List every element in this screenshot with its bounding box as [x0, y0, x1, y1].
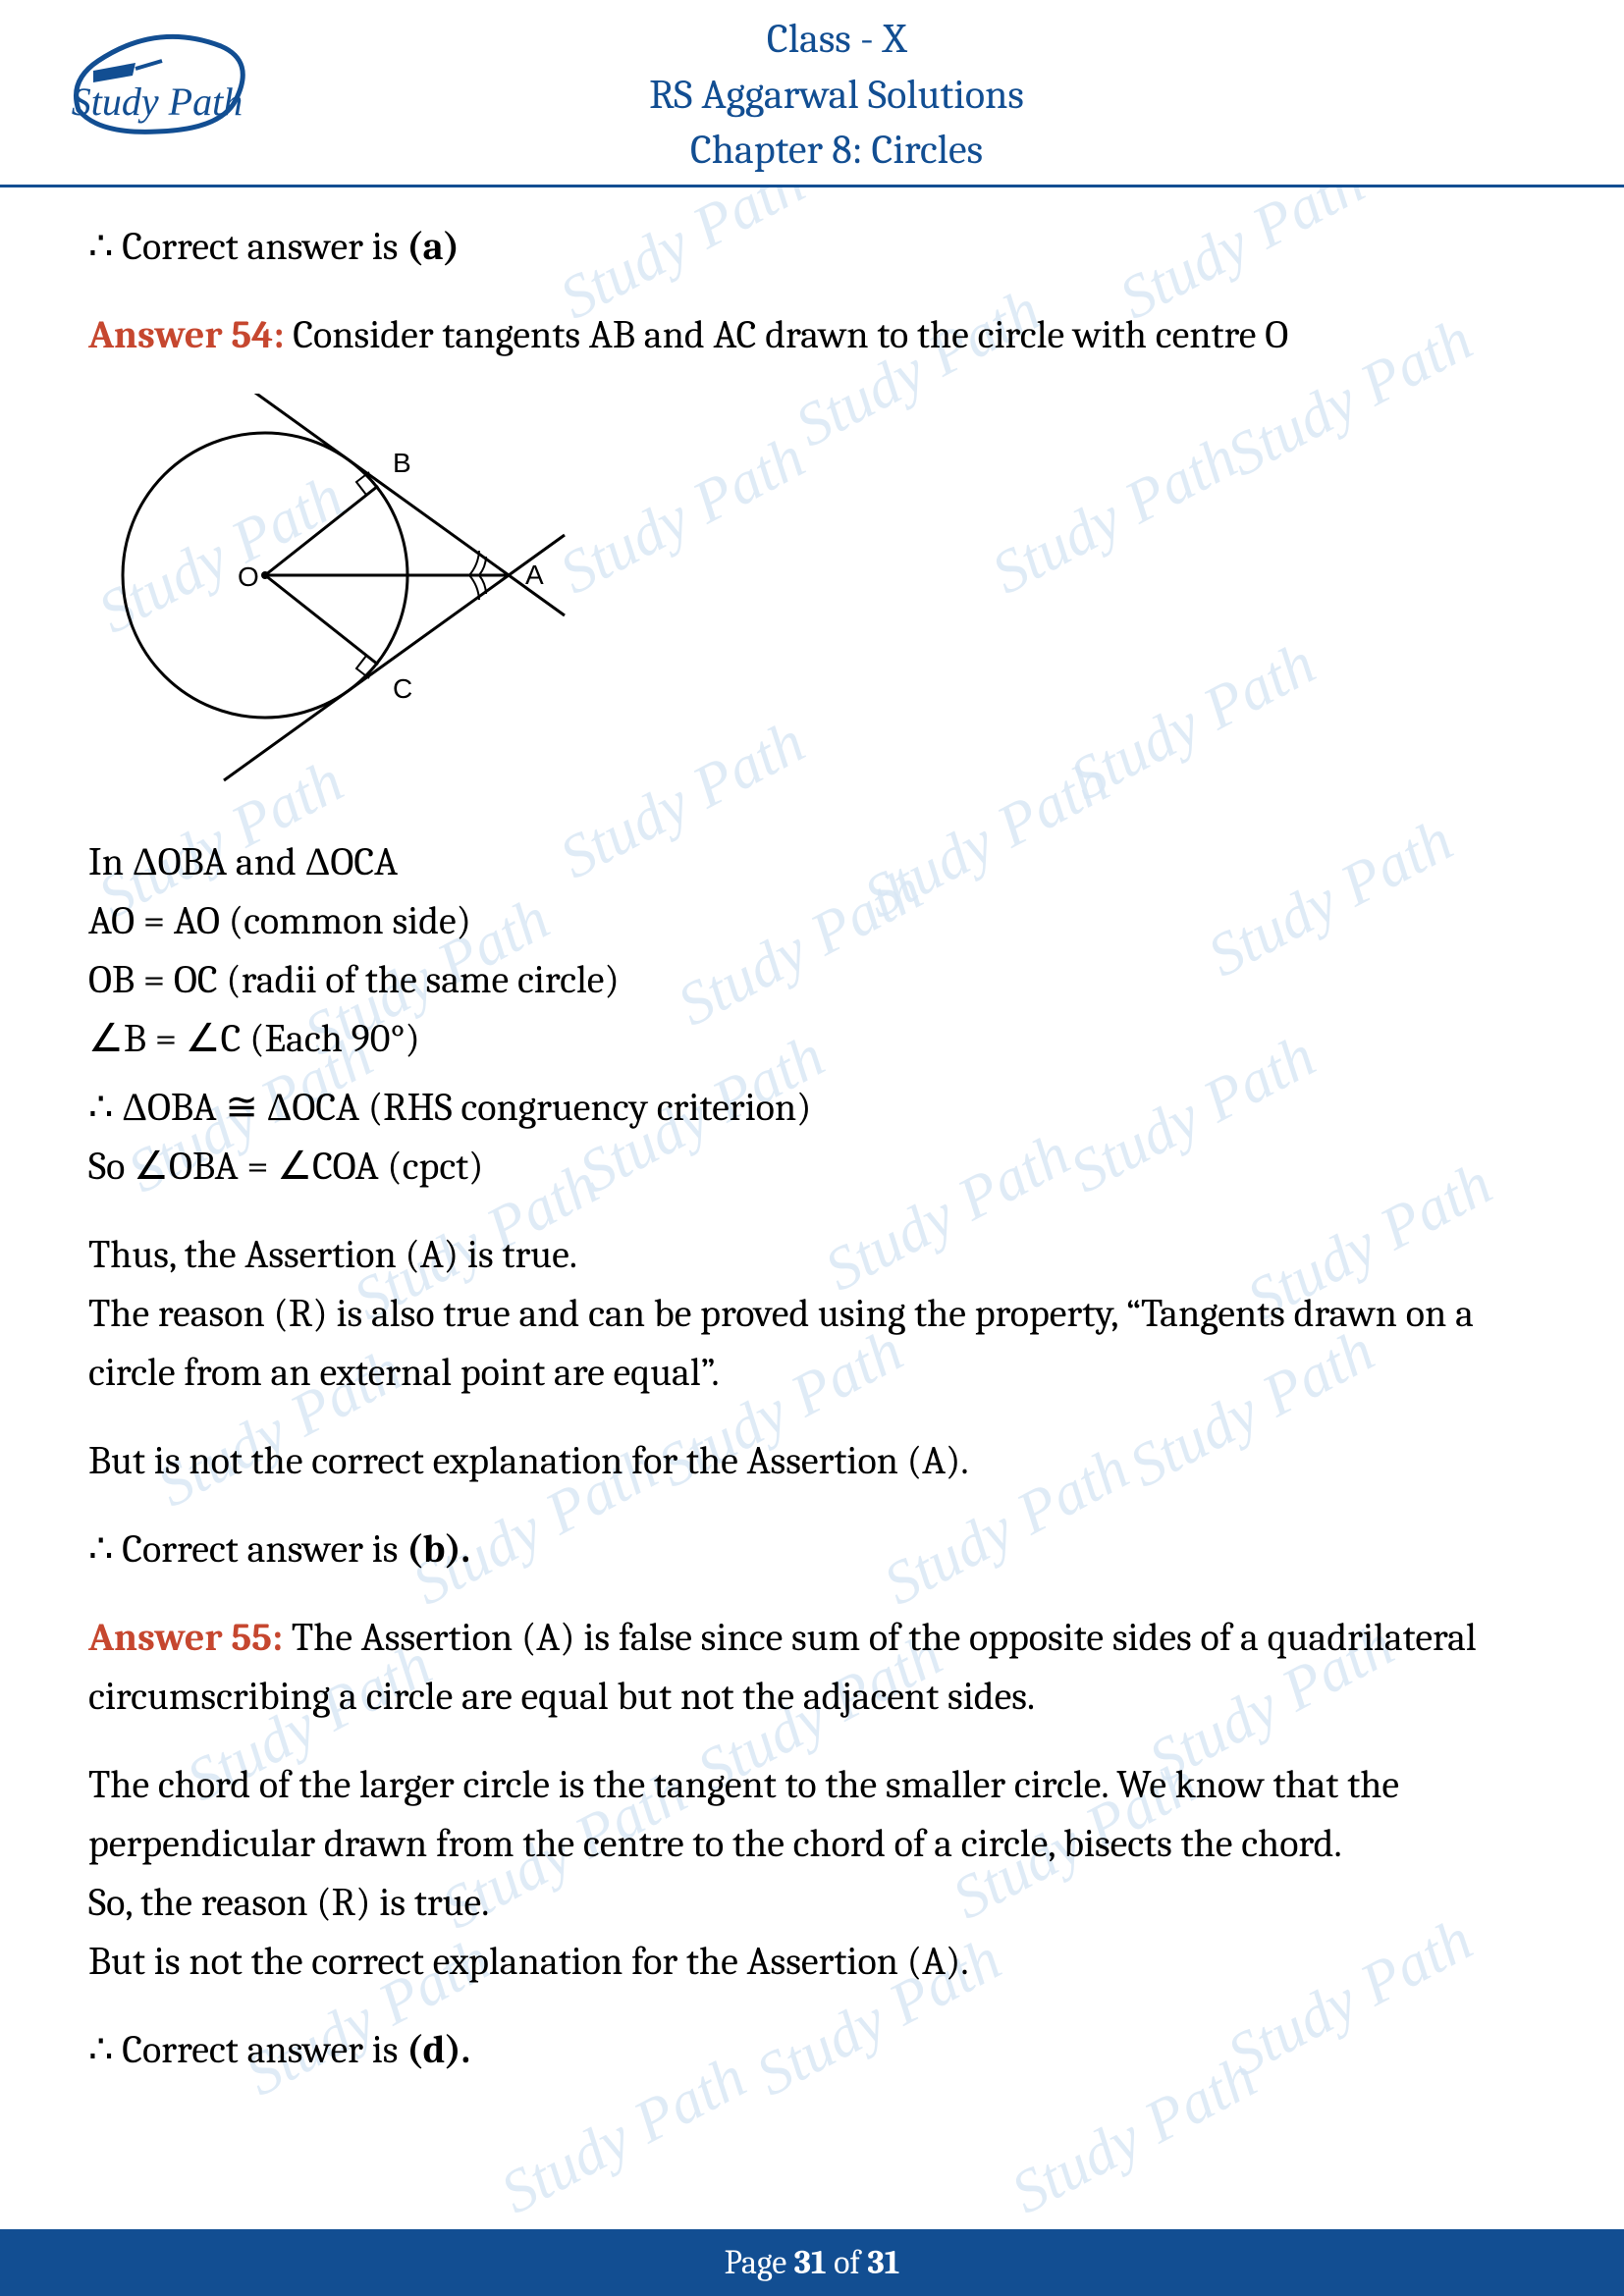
answer-54-diagram: O B A C — [88, 394, 1536, 803]
answer-54-explain-block-1: Thus, the Assertion (A) is true. The rea… — [88, 1225, 1536, 1402]
answer-54-lead-text: Consider tangents AB and AC drawn to the… — [284, 312, 1288, 357]
answer-54-conclusion: ∴ Correct answer is (b). — [88, 1520, 1536, 1578]
conclusion-pre: ∴ Correct answer is — [88, 1526, 406, 1572]
answer-55-lead: Answer 55: The Assertion (A) is false si… — [88, 1608, 1536, 1726]
footer-middle: of — [827, 2243, 868, 2282]
logo-text: Study Path — [72, 80, 243, 124]
answer-55-label: Answer 55: — [88, 1615, 283, 1660]
explain-line: But is not the correct explanation for t… — [88, 1431, 1536, 1490]
conclusion-answer: (d). — [406, 2027, 470, 2072]
proof-line: AO = AO (common side) — [88, 891, 1536, 950]
answer-54-congruence: ∴ ΔOBA ≅ ΔOCA (RHS congruency criterion)… — [88, 1078, 1536, 1196]
congruence-line: ∴ ΔOBA ≅ ΔOCA (RHS congruency criterion) — [88, 1078, 1536, 1137]
footer-current-page: 31 — [794, 2243, 827, 2282]
congruence-line: So ∠OBA = ∠COA (cpct) — [88, 1137, 1536, 1196]
intro-conclusion: ∴ Correct answer is (a) — [88, 217, 1536, 276]
answer-54-proof: In ΔOBA and ΔOCA AO = AO (common side) O… — [88, 832, 1536, 1068]
answer-55-conclusion: ∴ Correct answer is (d). — [88, 2020, 1536, 2079]
proof-line: OB = OC (radii of the same circle) — [88, 950, 1536, 1009]
diagram-label-A: A — [525, 560, 544, 590]
footer-total-pages: 31 — [868, 2243, 900, 2282]
proof-line: ∠B = ∠C (Each 90°) — [88, 1009, 1536, 1068]
answer-54-label: Answer 54: — [88, 312, 284, 357]
answer-54-lead: Answer 54: Consider tangents AB and AC d… — [88, 305, 1536, 364]
a55-line: The chord of the larger circle is the ta… — [88, 1755, 1536, 1873]
explain-line: Thus, the Assertion (A) is true. — [88, 1225, 1536, 1284]
conclusion-answer: (b). — [406, 1526, 470, 1572]
a55-line: But is not the correct explanation for t… — [88, 1932, 1536, 1991]
answer-55-lead-text: The Assertion (A) is false since sum of … — [88, 1615, 1477, 1719]
intro-text: ∴ Correct answer is — [88, 224, 406, 269]
answer-54-explain-block-2: But is not the correct explanation for t… — [88, 1431, 1536, 1490]
header-line-1: Class - X — [285, 12, 1388, 68]
page-header: Study Path Class - X RS Aggarwal Solutio… — [0, 0, 1624, 187]
header-line-3: Chapter 8: Circles — [285, 123, 1388, 179]
header-line-2: RS Aggarwal Solutions — [285, 68, 1388, 124]
page-footer: Page 31 of 31 — [0, 2229, 1624, 2296]
diagram-label-B: B — [393, 448, 411, 478]
answer-55-p2: The chord of the larger circle is the ta… — [88, 1755, 1536, 1991]
header-titles: Class - X RS Aggarwal Solutions Chapter … — [285, 12, 1565, 179]
conclusion-pre: ∴ Correct answer is — [88, 2027, 406, 2072]
diagram-label-C: C — [393, 673, 412, 704]
proof-line: In ΔOBA and ΔOCA — [88, 832, 1536, 891]
logo: Study Path — [59, 12, 255, 143]
diagram-label-O: O — [238, 561, 259, 592]
intro-answer: (a) — [406, 224, 460, 269]
explain-line: The reason (R) is also true and can be p… — [88, 1284, 1536, 1402]
footer-prefix: Page — [725, 2243, 794, 2282]
a55-line: So, the reason (R) is true. — [88, 1873, 1536, 1932]
page-content: ∴ Correct answer is (a) Answer 54: Consi… — [0, 187, 1624, 2079]
